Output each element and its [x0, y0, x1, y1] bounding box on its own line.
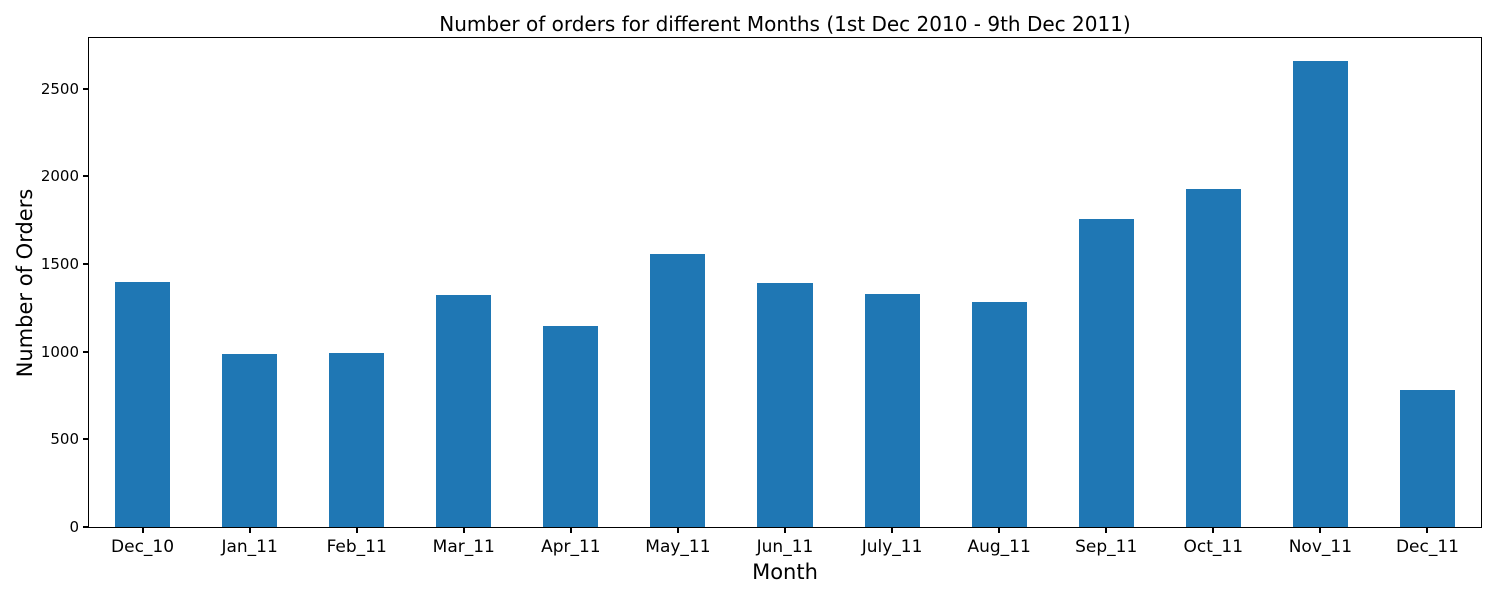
- bar-Feb_11: [329, 352, 385, 527]
- bar-Oct_11: [1185, 188, 1241, 527]
- x-tick-mark: [676, 527, 679, 533]
- x-tick-mark: [1212, 527, 1215, 533]
- y-tick-mark: [83, 87, 89, 90]
- x-tick-label-Jun_11: Jun_11: [756, 537, 814, 557]
- y-tick-mark: [83, 350, 89, 353]
- bar-Nov_11: [1292, 61, 1348, 527]
- x-tick-mark: [462, 527, 465, 533]
- y-tick-mark: [83, 438, 89, 441]
- x-tick-mark: [355, 527, 358, 533]
- x-tick-mark: [1319, 527, 1322, 533]
- x-tick-label-Sep_11: Sep_11: [1075, 537, 1138, 557]
- x-tick-label-Jan_11: Jan_11: [221, 537, 278, 557]
- x-tick-label-Dec_10: Dec_10: [111, 537, 175, 557]
- y-tick-mark: [83, 526, 89, 528]
- bar-Dec_11: [1399, 389, 1456, 527]
- x-tick-label-Apr_11: Apr_11: [541, 537, 601, 557]
- x-tick-mark: [248, 527, 251, 533]
- bar-May_11: [650, 254, 706, 527]
- x-tick-mark: [784, 527, 786, 533]
- x-tick-mark: [1105, 527, 1108, 533]
- x-tick-label-Oct_11: Oct_11: [1183, 537, 1244, 557]
- x-tick-mark: [569, 527, 572, 533]
- bar-Jun_11: [757, 282, 813, 527]
- x-tick-mark: [891, 527, 894, 533]
- bar-Jan_11: [222, 354, 278, 527]
- x-tick-mark: [141, 527, 144, 533]
- y-tick-label-2000: 2000: [40, 167, 79, 186]
- bar-Mar_11: [436, 295, 492, 527]
- bar-Sep_11: [1078, 219, 1134, 527]
- y-axis-label: Number of Orders: [13, 188, 37, 378]
- bar-Apr_11: [543, 325, 599, 527]
- y-tick-mark: [83, 175, 89, 178]
- x-tick-label-Nov_11: Nov_11: [1288, 537, 1353, 557]
- x-tick-label-Feb_11: Feb_11: [326, 537, 387, 557]
- bar-July_11: [864, 293, 920, 527]
- x-tick-mark: [1426, 527, 1429, 533]
- x-tick-mark: [998, 527, 1001, 533]
- x-tick-label-May_11: May_11: [645, 537, 711, 557]
- y-tick-label-500: 500: [50, 430, 79, 449]
- y-tick-label-1500: 1500: [40, 255, 79, 274]
- x-tick-label-July_11: July_11: [861, 537, 923, 557]
- x-tick-label-Aug_11: Aug_11: [967, 537, 1031, 557]
- plot-area: Dec_10 Jan_11 Feb_11 Mar_11 Apr_11 May_11 Jun_…: [41, 37, 1482, 557]
- x-tick-label-Mar_11: Mar_11: [432, 537, 495, 557]
- x-axis-label: Month: [752, 560, 818, 584]
- chart-title: Number of orders for different Months (1…: [439, 12, 1131, 36]
- y-tick-label-0: 0: [69, 518, 79, 536]
- y-tick-label-2500: 2500: [40, 79, 79, 98]
- bar-Aug_11: [971, 302, 1027, 527]
- y-tick-mark: [83, 263, 89, 266]
- bar-Dec_10: [114, 281, 171, 527]
- y-tick-label-1000: 1000: [40, 342, 79, 361]
- x-tick-label-Dec_11: Dec_11: [1395, 537, 1459, 557]
